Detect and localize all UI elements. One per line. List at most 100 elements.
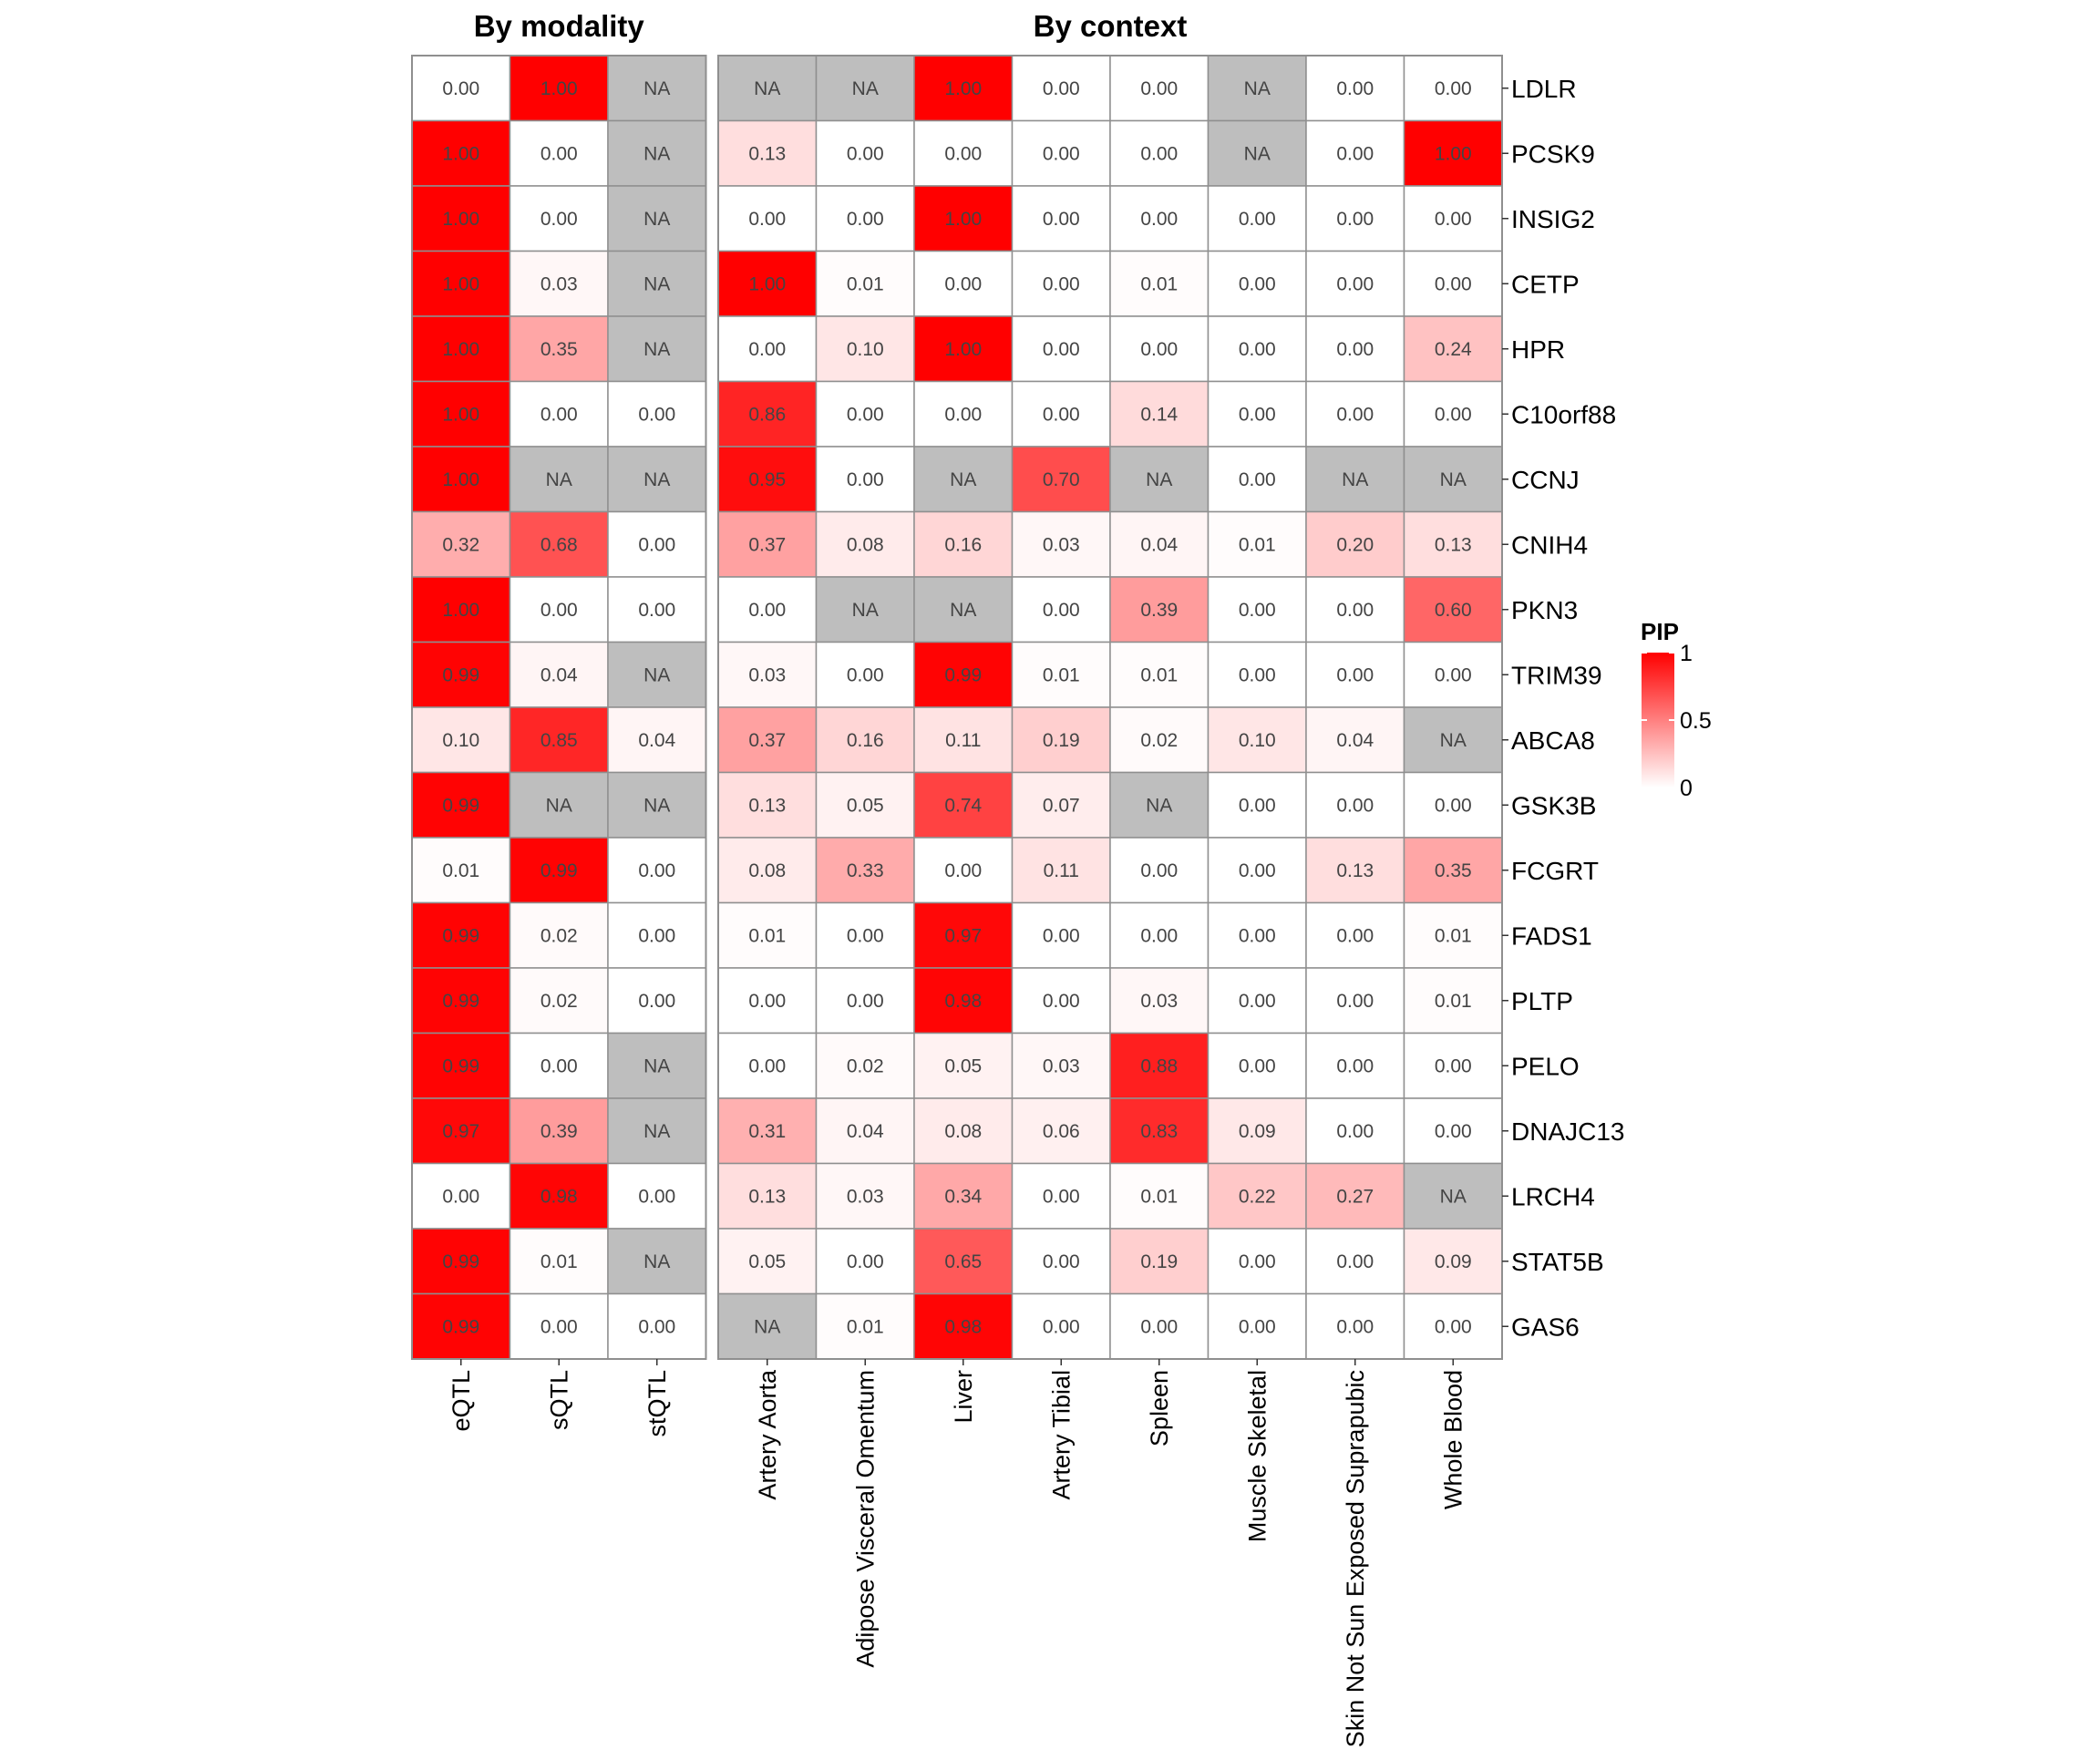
heatmap-cell: [1305, 706, 1405, 774]
heatmap-cell: [1207, 706, 1307, 774]
cell-value-label: 0.00: [847, 209, 884, 230]
cell-value-label: 0.00: [1336, 664, 1374, 685]
cell-value-label: 0.99: [442, 925, 479, 946]
row-label-pltp: PLTP: [1511, 987, 1573, 1015]
cell-value-label: 0.08: [944, 1121, 982, 1142]
heatmap-cell: [1011, 1292, 1111, 1360]
cell-value-label: 0.03: [1043, 534, 1080, 555]
cell-value-label: NA: [643, 469, 670, 490]
cell-value-label: 0.99: [540, 860, 578, 881]
heatmap-cell: [1305, 510, 1405, 578]
heatmap-cell: [1011, 967, 1111, 1035]
cell-value-label: 0.39: [540, 1121, 578, 1142]
cell-value-label: 0.19: [1140, 1251, 1178, 1272]
cell-value-label: 0.00: [1435, 78, 1472, 99]
heatmap-cell: [411, 1097, 511, 1165]
heatmap-cell: [509, 641, 609, 708]
cell-value-label: 0.86: [748, 404, 786, 425]
heatmap-cell: [1403, 771, 1503, 839]
cell-value-label: 0.00: [442, 1186, 479, 1207]
heatmap-cell: [509, 55, 609, 122]
cell-value-label: 0.00: [1336, 404, 1374, 425]
heatmap-cell: [1305, 1032, 1405, 1099]
cell-value-label: 0.00: [1336, 1055, 1374, 1076]
heatmap-cell: [815, 380, 915, 448]
heatmap-cell: [509, 1032, 609, 1099]
heatmap-cell: [411, 1032, 511, 1099]
heatmap-cell: [1305, 771, 1405, 839]
heatmap-cell: [1305, 315, 1405, 383]
cell-value-label: 0.24: [1435, 339, 1472, 360]
heatmap-cell: [1109, 1292, 1210, 1360]
cell-value-label: 0.98: [540, 1186, 578, 1207]
cell-value-label: 0.31: [748, 1121, 786, 1142]
heatmap-cell: [1305, 55, 1405, 122]
cell-value-label: 0.09: [1435, 1251, 1472, 1272]
cell-value-label: 0.03: [1140, 991, 1178, 1012]
cell-value-label: 1.00: [748, 273, 786, 294]
gene-row-labels: LDLR PCSK9 INSIG2 CETP HPR C10orf88 CCNJ CNIH4 P…: [1502, 75, 1624, 1341]
heatmap-cell: [913, 576, 1014, 643]
cell-value-label: 0.09: [1239, 1121, 1276, 1142]
heatmap-cell: [1207, 1228, 1307, 1295]
heatmap-cell: [1109, 967, 1210, 1035]
row-label-abca8: ABCA8: [1511, 726, 1595, 755]
modality-panel: By modality 0.00 1.00 NA 1.00 0.00 NA 1.00 0.00 N…: [411, 9, 707, 1437]
heatmap-cell: [913, 967, 1014, 1035]
heatmap-cell: [815, 1228, 915, 1295]
cell-value-label: 1.00: [442, 209, 479, 230]
panel-title: By modality: [474, 9, 645, 43]
cell-value-label: 0.68: [540, 534, 578, 555]
heatmap-cell: [411, 55, 511, 122]
cell-value-label: NA: [1440, 1186, 1467, 1207]
heatmap-cell: [1207, 1097, 1307, 1165]
heatmap-cell: [717, 315, 818, 383]
cell-value-label: NA: [1342, 469, 1368, 490]
cell-value-label: 0.00: [540, 404, 578, 425]
legend-tick-label: 0.5: [1680, 708, 1712, 734]
cell-value-label: 0.00: [1336, 795, 1374, 816]
cell-value-label: NA: [643, 664, 670, 685]
heatmap-cell: [607, 771, 707, 839]
heatmap-cell: [815, 1032, 915, 1099]
heatmap-cell: [717, 185, 818, 252]
heatmap-cell: [815, 771, 915, 839]
cell-value-label: NA: [643, 339, 670, 360]
heatmap-cell: [1305, 380, 1405, 448]
cell-value-label: 1.00: [442, 404, 479, 425]
heatmap-cell: [717, 576, 818, 643]
cell-value-label: NA: [643, 795, 670, 816]
cell-value-label: 0.00: [847, 404, 884, 425]
heatmap-cell: [815, 510, 915, 578]
heatmap-cell: [509, 1292, 609, 1360]
heatmap-cell: [815, 185, 915, 252]
cell-value-label: NA: [643, 209, 670, 230]
heatmap-cell: [717, 119, 818, 187]
cell-value-label: 0.02: [1140, 730, 1178, 751]
cell-value-label: 0.13: [748, 143, 786, 164]
cell-value-label: 0.99: [442, 1251, 479, 1272]
cell-value-label: 0.35: [1435, 860, 1472, 881]
heatmap-cell: [913, 771, 1014, 839]
cell-value-label: 0.00: [1043, 991, 1080, 1012]
heatmap-cell: [717, 380, 818, 448]
heatmap-cell: [1109, 185, 1210, 252]
column-label-eqtl: eQTL: [448, 1370, 475, 1432]
cell-value-label: NA: [643, 273, 670, 294]
cell-value-label: 0.99: [442, 1316, 479, 1337]
heatmap-cell: [1207, 250, 1307, 317]
cell-value-label: 0.00: [1239, 600, 1276, 621]
cell-value-label: 0.00: [1043, 404, 1080, 425]
heatmap-cell: [913, 119, 1014, 187]
cell-value-label: 0.95: [748, 469, 786, 490]
cell-value-label: 0.00: [847, 664, 884, 685]
cell-value-label: 0.16: [944, 534, 982, 555]
heatmap-cell: [1109, 641, 1210, 708]
column-label-artery-tibial: Artery Tibial: [1047, 1370, 1075, 1500]
heatmap-cell: [411, 250, 511, 317]
panel-title: By context: [1034, 9, 1188, 43]
heatmap-cell: [607, 967, 707, 1035]
cell-value-label: 0.65: [944, 1251, 982, 1272]
cell-value-label: 0.34: [944, 1186, 982, 1207]
